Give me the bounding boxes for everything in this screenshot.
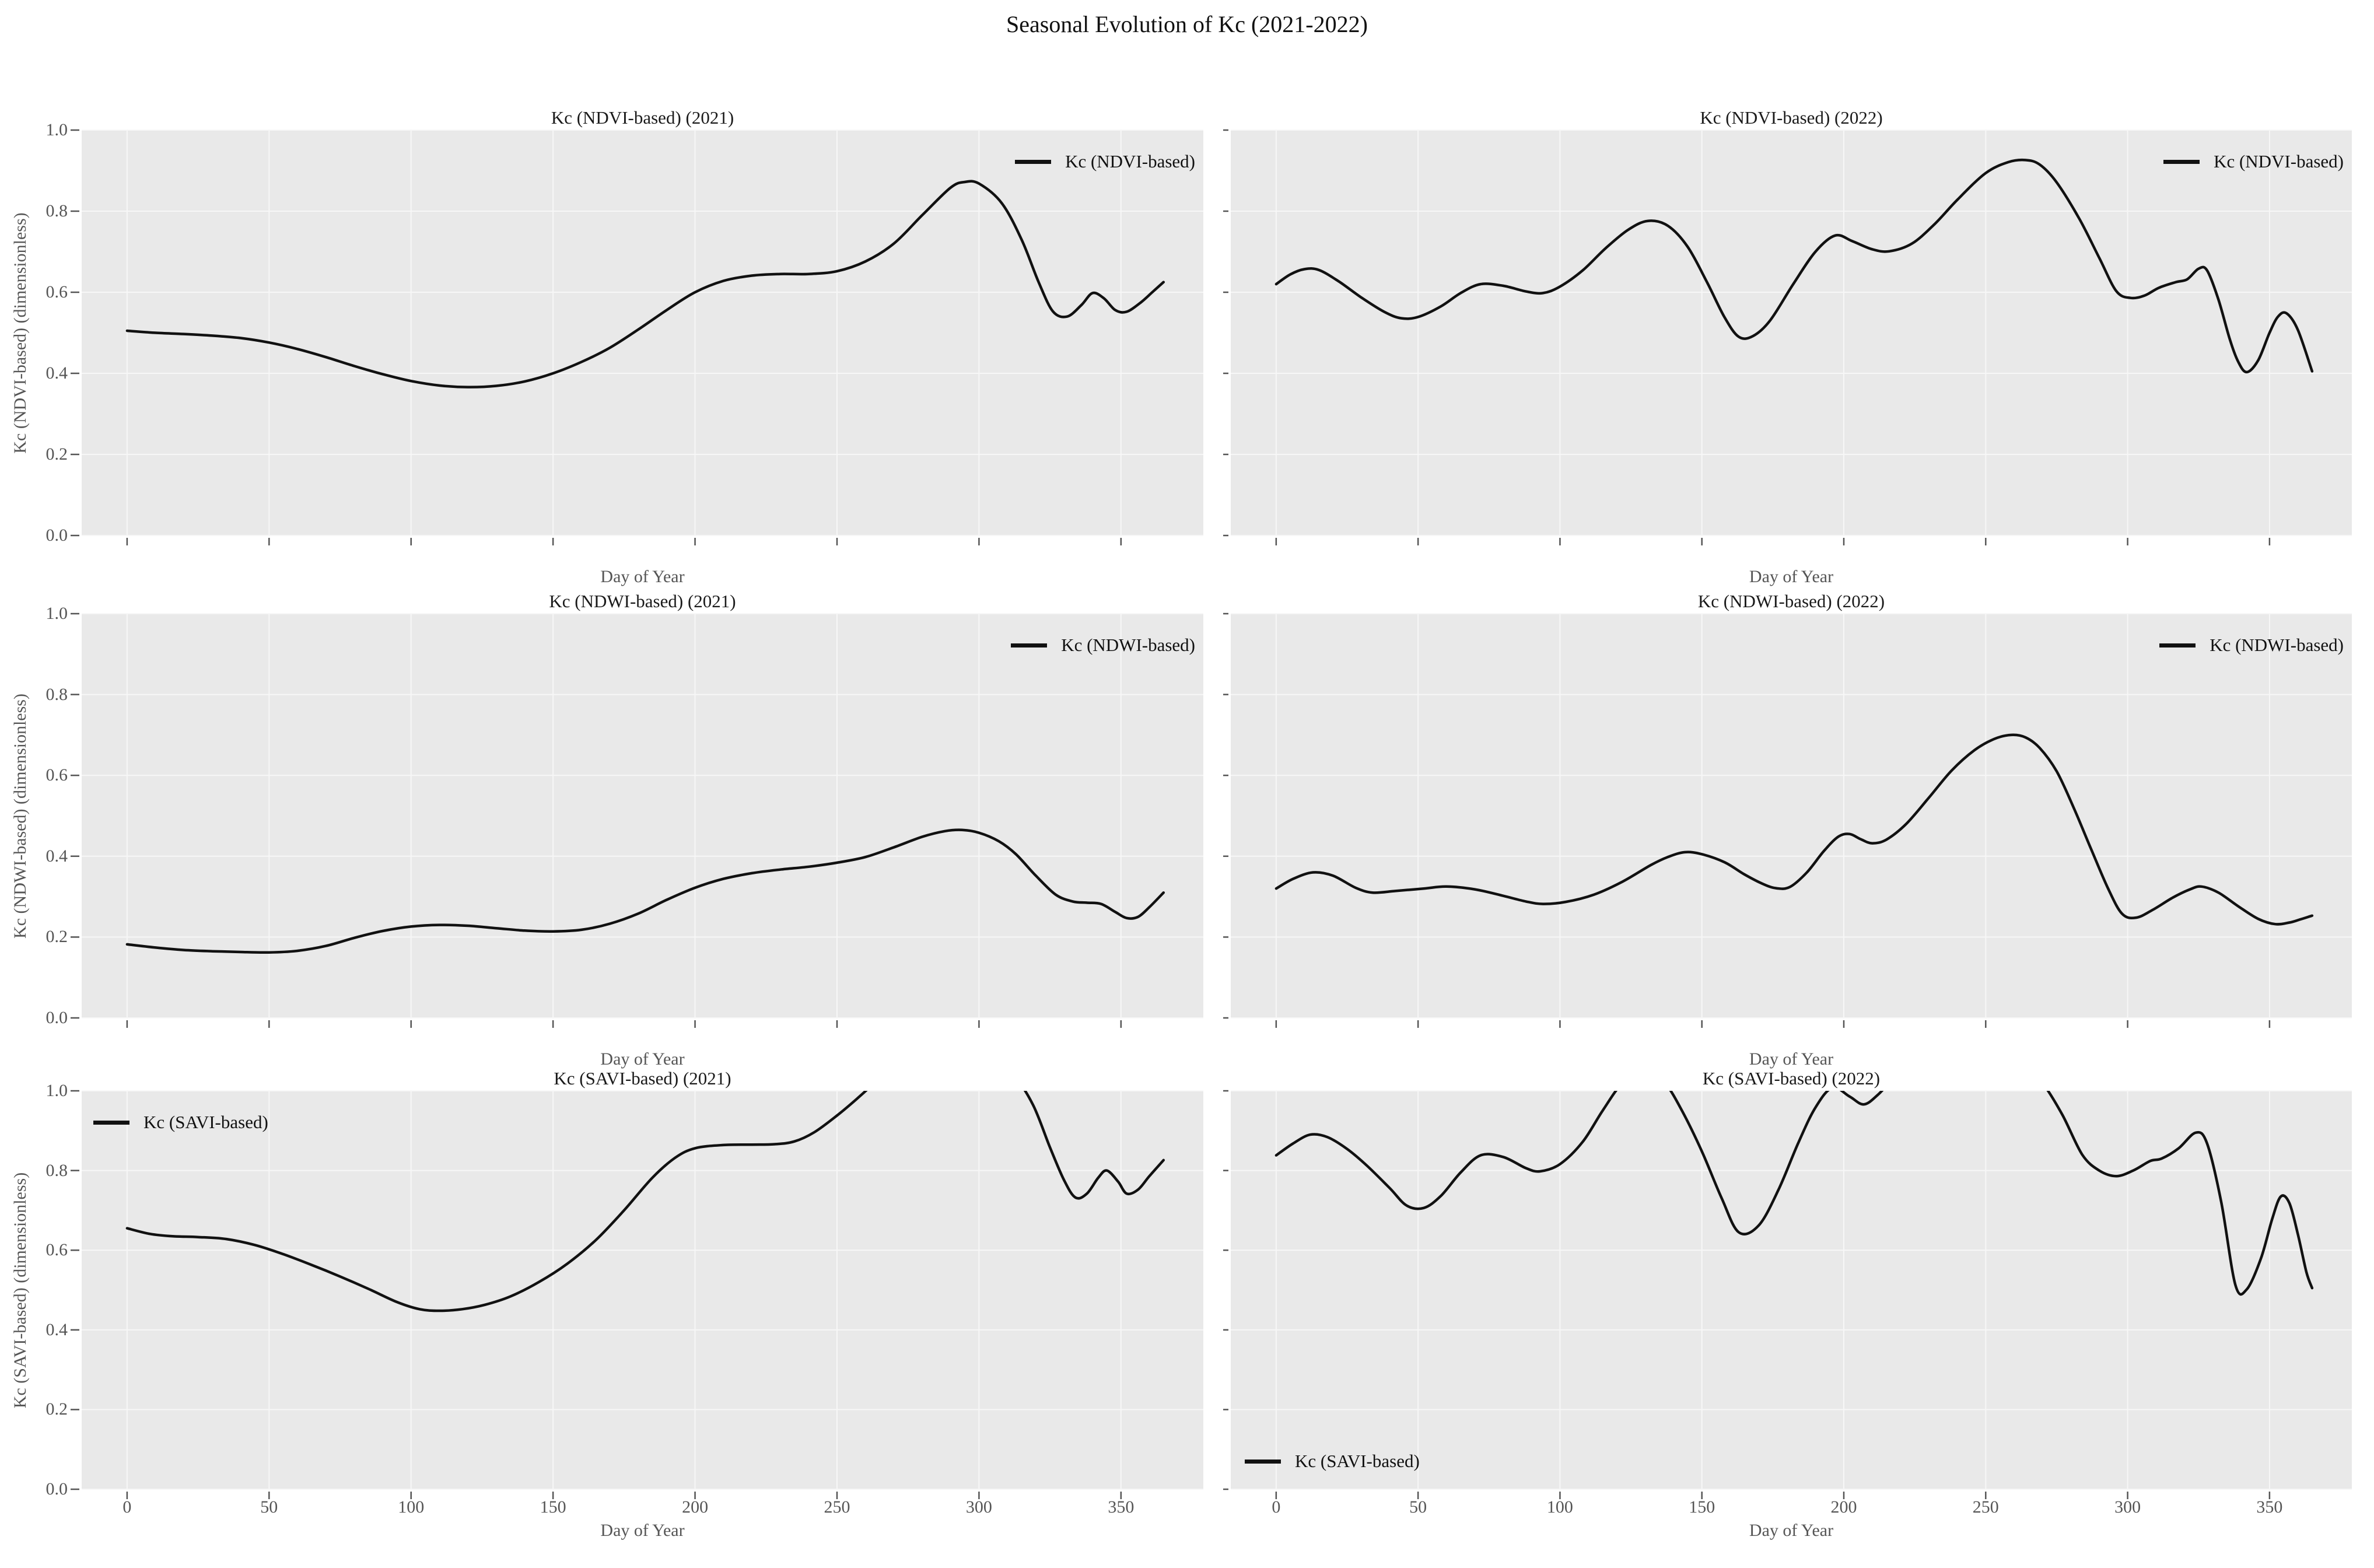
subplot-title: Kc (NDVI-based) (2022) bbox=[1700, 107, 1883, 128]
y-tick-label: 0.8 bbox=[45, 1160, 68, 1180]
y-tick-label: 0.2 bbox=[45, 1399, 68, 1419]
subplot-title: Kc (SAVI-based) (2021) bbox=[554, 1068, 731, 1088]
x-axis-label: Day of Year bbox=[1749, 567, 1834, 586]
subplot: Kc (NDWI-based) (2022) Kc (NDWI-based) D… bbox=[1223, 592, 2352, 1069]
plot-area bbox=[1223, 612, 2352, 1028]
y-tick-label: 0.2 bbox=[45, 927, 68, 947]
y-tick-label: 0.0 bbox=[45, 1008, 68, 1027]
y-tick-label: 0.4 bbox=[45, 363, 68, 383]
figure-title: Seasonal Evolution of Kc (2021-2022) bbox=[1006, 11, 1368, 37]
legend: Kc (NDWI-based) bbox=[2159, 635, 2344, 656]
subplot: Kc (SAVI-based) (2022) Kc (SAVI-based) D… bbox=[1223, 1069, 2352, 1540]
y-axis-label: Kc (SAVI-based) (dimensionless) bbox=[10, 1172, 30, 1408]
legend-label: Kc (NDVI-based) bbox=[1065, 151, 1195, 172]
y-tick-label: 0.6 bbox=[45, 1240, 68, 1260]
legend-label: Kc (SAVI-based) bbox=[1295, 1451, 1420, 1471]
y-tick-label: 0.0 bbox=[45, 1479, 68, 1499]
x-tick-label: 350 bbox=[1108, 1497, 1135, 1517]
plot-area bbox=[1223, 129, 2352, 545]
subplot: Kc (SAVI-based) (2021) Kc (SAVI-based) (… bbox=[10, 1069, 1203, 1540]
legend-label: Kc (NDWI-based) bbox=[2210, 635, 2344, 655]
y-axis-label: Kc (NDVI-based) (dimensionless) bbox=[10, 212, 30, 454]
x-axis-label: Day of Year bbox=[1749, 1049, 1834, 1069]
y-tick-label: 0.2 bbox=[45, 444, 68, 464]
subplot-title: Kc (SAVI-based) (2022) bbox=[1702, 1068, 1881, 1088]
legend: Kc (NDVI-based) bbox=[2163, 151, 2344, 172]
y-tick-label: 0.0 bbox=[45, 526, 68, 545]
legend-line-swatch bbox=[2159, 643, 2196, 648]
x-tick-label: 200 bbox=[1830, 1497, 1857, 1517]
legend-line-swatch bbox=[1011, 643, 1048, 648]
x-tick-label: 300 bbox=[2114, 1497, 2141, 1517]
y-tick-label: 0.6 bbox=[45, 765, 68, 785]
legend-line-swatch bbox=[1245, 1459, 1281, 1464]
legend-label: Kc (NDWI-based) bbox=[1061, 635, 1195, 655]
x-tick-label: 200 bbox=[682, 1497, 709, 1517]
x-tick-label: 150 bbox=[540, 1497, 566, 1517]
x-tick-label: 0 bbox=[1272, 1497, 1281, 1517]
legend: Kc (NDWI-based) bbox=[1011, 635, 1195, 656]
legend-line-swatch bbox=[93, 1120, 129, 1125]
x-axis-label: Day of Year bbox=[1749, 1521, 1834, 1540]
x-tick-label: 0 bbox=[122, 1497, 132, 1517]
legend-line-swatch bbox=[1015, 159, 1052, 164]
y-tick-label: 0.4 bbox=[45, 846, 68, 866]
subplot-title: Kc (NDWI-based) (2022) bbox=[1697, 591, 1885, 611]
plot-area bbox=[71, 129, 1203, 545]
subplot: Kc (NDVI-based) (2022) Kc (NDVI-based) D… bbox=[1223, 108, 2352, 586]
x-tick-label: 100 bbox=[398, 1497, 425, 1517]
plot-area bbox=[1223, 1090, 2352, 1499]
legend: Kc (SAVI-based) bbox=[93, 1112, 268, 1133]
subplot: Kc (NDVI-based) (2021) Kc (NDVI-based) (… bbox=[10, 108, 1203, 586]
y-tick-label: 0.4 bbox=[45, 1320, 68, 1339]
legend: Kc (NDVI-based) bbox=[1015, 151, 1195, 172]
y-tick-label: 1.0 bbox=[45, 1081, 68, 1100]
legend-line-swatch bbox=[2163, 159, 2200, 164]
legend-label: Kc (NDVI-based) bbox=[2214, 151, 2344, 172]
x-tick-label: 300 bbox=[965, 1497, 992, 1517]
legend-label: Kc (SAVI-based) bbox=[143, 1112, 268, 1132]
legend: Kc (SAVI-based) bbox=[1245, 1451, 1420, 1472]
x-tick-label: 150 bbox=[1689, 1497, 1715, 1517]
y-tick-label: 0.8 bbox=[45, 201, 68, 220]
x-axis-label: Day of Year bbox=[600, 1049, 685, 1069]
x-tick-label: 250 bbox=[1972, 1497, 1999, 1517]
y-tick-label: 1.0 bbox=[45, 120, 68, 139]
subplot-title: Kc (NDWI-based) (2021) bbox=[549, 591, 736, 611]
x-tick-label: 50 bbox=[1409, 1497, 1427, 1517]
x-tick-label: 250 bbox=[824, 1497, 850, 1517]
x-axis-label: Day of Year bbox=[600, 1521, 685, 1540]
plot-area bbox=[71, 1090, 1203, 1499]
y-tick-label: 0.6 bbox=[45, 282, 68, 302]
x-tick-label: 50 bbox=[260, 1497, 278, 1517]
y-tick-label: 0.8 bbox=[45, 684, 68, 704]
y-tick-label: 1.0 bbox=[45, 604, 68, 623]
subplot-title: Kc (NDVI-based) (2021) bbox=[551, 107, 734, 128]
x-tick-label: 100 bbox=[1546, 1497, 1573, 1517]
y-axis-label: Kc (NDWI-based) (dimensionless) bbox=[10, 693, 30, 939]
x-axis-label: Day of Year bbox=[600, 567, 685, 586]
x-tick-label: 350 bbox=[2256, 1497, 2283, 1517]
subplot: Kc (NDWI-based) (2021) Kc (NDWI-based) (… bbox=[10, 592, 1203, 1069]
plot-area bbox=[71, 612, 1203, 1028]
